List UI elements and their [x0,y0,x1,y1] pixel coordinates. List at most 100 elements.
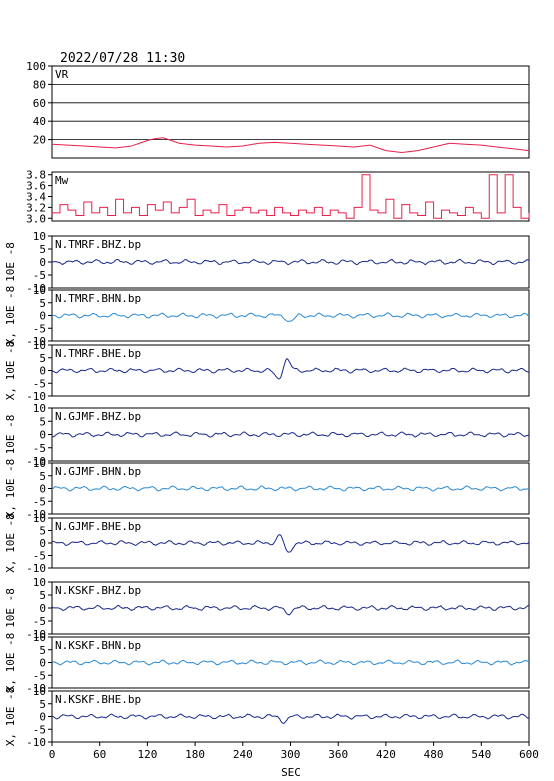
panel-6: -10-505 10 N.GJMF.BHZ.bp 10E -8 [4,402,530,468]
x-tick-label: 600 [519,748,539,761]
series-line [51,485,530,492]
panel-label: VR [55,68,69,81]
y-tick-label: 5 [39,352,46,365]
series-line [51,137,530,153]
y-tick-label: 5 [39,415,46,428]
y-tick-label: 5 [39,644,46,657]
y-tick-label: 10 [33,457,46,470]
y-tick-label: -5 [33,442,46,455]
y-tick-label: -5 [33,615,46,628]
y-tick-label: -10 [26,682,46,695]
y-tick-label: -5 [33,669,46,682]
panel-label: N.TMRF.BHN.bp [55,292,141,305]
y-tick-label: 0 [39,657,46,670]
panel-label: N.GJMF.BHZ.bp [55,410,141,423]
x-tick-label: 420 [376,748,396,761]
y-tick-label: -10 [26,335,46,348]
y-tick-label: 0 [39,310,46,323]
x-tick-label: 480 [424,748,444,761]
y-axis-label: X, 10E -8 [4,513,17,573]
y-tick-label: -10 [26,736,46,749]
y-tick-label: -5 [33,322,46,335]
y-tick-label: 5 [39,698,46,711]
panel-label: N.KSKF.BHZ.bp [55,584,141,597]
y-axis-label: X, 10E -8 [4,687,17,747]
y-tick-label: 5 [39,589,46,602]
y-tick-label: 3.4 [26,191,46,204]
y-tick-label: 10 [33,339,46,352]
x-tick-label: 180 [185,748,205,761]
y-tick-label: 5 [39,470,46,483]
y-tick-label: 20 [33,134,46,147]
y-tick-label: 60 [33,97,46,110]
series-line [51,357,530,380]
y-tick-label: -5 [33,723,46,736]
x-tick-label: 360 [328,748,348,761]
chart-timestamp: 2022/07/28 11:30 [60,51,185,66]
y-tick-label: -10 [26,455,46,468]
series-line [51,659,530,666]
y-tick-label: 0 [39,483,46,496]
panel-label: N.GJMF.BHE.bp [55,520,141,533]
y-tick-label: -5 [33,377,46,390]
y-axis-label: 10E -8 [4,415,17,455]
y-tick-label: 5 [39,297,46,310]
y-tick-label: 0 [39,256,46,269]
y-tick-label: 10 [33,284,46,297]
y-tick-label: -10 [26,508,46,521]
y-axis-label: 10E -8 [4,242,17,282]
series-line [51,431,530,438]
y-tick-label: 0 [39,365,46,378]
y-tick-label: 5 [39,243,46,256]
panel-frame [51,65,530,159]
x-tick-label: 60 [93,748,106,761]
y-tick-label: 3.2 [26,201,46,214]
panel-label: Mw [55,174,69,187]
y-tick-label: -5 [33,495,46,508]
y-tick-label: -10 [26,390,46,403]
panel-label: N.TMRF.BHZ.bp [55,238,141,251]
y-tick-label: 10 [33,631,46,644]
y-tick-label: 3.0 [26,212,46,225]
y-tick-label: 10 [33,512,46,525]
series-line [51,258,530,266]
x-tick-label: 300 [281,748,301,761]
y-tick-label: -5 [33,550,46,563]
y-tick-label: -10 [26,562,46,575]
y-axis-label: X, 10E -8 [4,459,17,519]
panel-label: N.GJMF.BHN.bp [55,465,141,478]
x-tick-label: 120 [137,748,157,761]
y-tick-label: 3.8 [26,169,46,182]
y-tick-label: 0 [39,537,46,550]
y-tick-label: -10 [26,628,46,641]
series-line [51,713,530,724]
y-tick-label: 0 [39,711,46,724]
y-tick-label: 80 [33,78,46,91]
y-axis-label: X, 10E -8 [4,341,17,401]
x-axis-label: SEC [281,766,301,779]
y-tick-label: 3.6 [26,180,46,193]
y-tick-label: 40 [33,115,46,128]
y-tick-label: 100 [26,60,46,73]
y-tick-label: 10 [33,576,46,589]
y-axis-label: X, 10E -8 [4,633,17,693]
panel-label: N.TMRF.BHE.bp [55,347,141,360]
panel-2: 3.03.23.43.63.8 Mw [26,169,530,225]
y-tick-label: 10 [33,230,46,243]
x-tick-label: 0 [49,748,56,761]
x-axis: 0 60 120 180 240 300 360 420 480 540 600 [49,742,539,761]
series-line [51,312,530,323]
y-tick-label: 0 [39,602,46,615]
y-tick-label: -5 [33,269,46,282]
y-tick-label: 0 [39,429,46,442]
series-line [52,174,530,219]
